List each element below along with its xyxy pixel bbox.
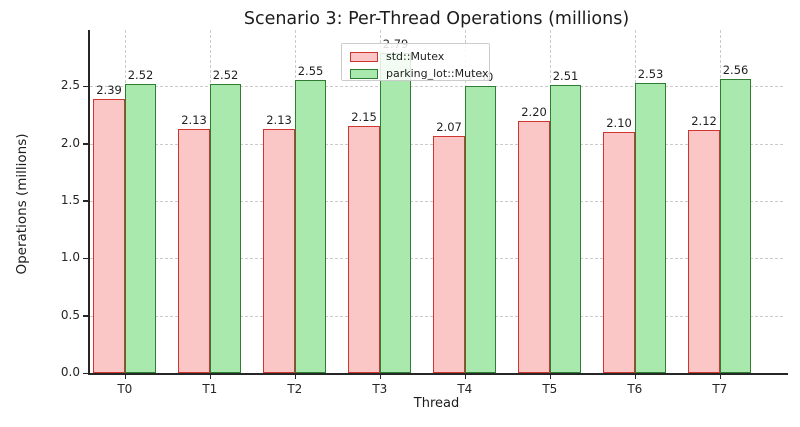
legend-swatch-parking-lot-mutex (350, 68, 378, 79)
bar (688, 129, 720, 373)
legend-item: std::Mutex (350, 48, 489, 65)
y-tick-label: 1.5 (60, 192, 80, 207)
x-axis-spine (88, 373, 788, 375)
legend: std::Mutex parking_lot::Mutex (341, 43, 490, 81)
bar (518, 120, 550, 373)
bar-value-label: 2.07 (436, 119, 462, 134)
x-tick-label: T7 (712, 382, 728, 396)
bar (379, 52, 412, 373)
plot-area: 2.39 2.13 2.13 2.15 2.07 2.20 2.10 2.12 2.52 2.52… (61, 30, 783, 396)
bar (263, 128, 295, 373)
y-tick-mark (83, 85, 89, 88)
bar (433, 135, 465, 373)
y-tick-mark (83, 200, 89, 202)
bar-value-label: 2.10 (606, 116, 632, 131)
bar (464, 86, 497, 373)
y-axis-spine (88, 30, 90, 375)
bar-value-label: 2.20 (521, 104, 547, 119)
bar (178, 128, 210, 373)
bar-value-label: 2.55 (297, 64, 324, 79)
bar (603, 132, 635, 373)
bar-value-label: 2.12 (691, 113, 717, 128)
bar-value-label: 2.52 (212, 67, 239, 82)
y-tick-label: 1.0 (60, 250, 80, 265)
y-tick-label: 0.0 (60, 365, 80, 379)
bar-value-label: 2.53 (637, 66, 664, 81)
x-tick-mark (549, 374, 552, 379)
bar-value-label: 2.39 (96, 82, 122, 97)
x-tick-mark (464, 374, 467, 379)
x-tick-label: T0 (117, 382, 133, 396)
bar (294, 80, 327, 373)
y-tick-label: 0.5 (60, 307, 80, 322)
legend-swatch-std-mutex (350, 51, 378, 62)
x-tick-label: T1 (202, 382, 218, 396)
legend-label: parking_lot::Mutex (386, 67, 489, 80)
x-tick-mark (124, 374, 127, 379)
bar (124, 83, 157, 373)
y-axis-label: Operations (millions) (14, 133, 30, 275)
legend-label: std::Mutex (386, 50, 445, 63)
x-axis-label: Thread (413, 396, 460, 411)
bar (348, 126, 380, 373)
x-tick-mark (719, 374, 722, 379)
bar-value-label: 2.52 (127, 67, 154, 82)
bar-value-label: 2.51 (552, 69, 579, 84)
x-tick-mark (379, 374, 382, 379)
bar-value-label: 2.13 (266, 112, 292, 127)
x-tick-mark (209, 374, 212, 379)
x-tick-label: T3 (372, 382, 388, 396)
x-tick-label: T5 (542, 382, 558, 396)
x-tick-mark (294, 374, 297, 379)
bar (209, 83, 242, 373)
x-tick-label: T6 (627, 382, 643, 396)
h-gridline (90, 86, 783, 88)
bar (549, 85, 582, 373)
y-tick-mark (83, 372, 89, 374)
y-tick-label: 2.0 (60, 135, 80, 150)
legend-item: parking_lot::Mutex (350, 65, 489, 82)
bar-value-label: 2.15 (351, 110, 377, 125)
bar (634, 82, 667, 373)
x-tick-label: T2 (287, 382, 303, 396)
y-tick-label: 2.5 (60, 78, 80, 93)
y-tick-mark (83, 315, 89, 317)
y-tick-mark (83, 143, 89, 145)
bar (93, 98, 125, 373)
x-tick-mark (634, 374, 637, 379)
chart-title: Scenario 3: Per-Thread Operations (milli… (243, 9, 630, 29)
bar-value-label: 2.13 (181, 112, 207, 127)
x-tick-label: T4 (457, 382, 473, 396)
bar-value-label: 2.56 (722, 63, 749, 78)
y-tick-mark (83, 257, 89, 260)
bar (719, 79, 752, 373)
